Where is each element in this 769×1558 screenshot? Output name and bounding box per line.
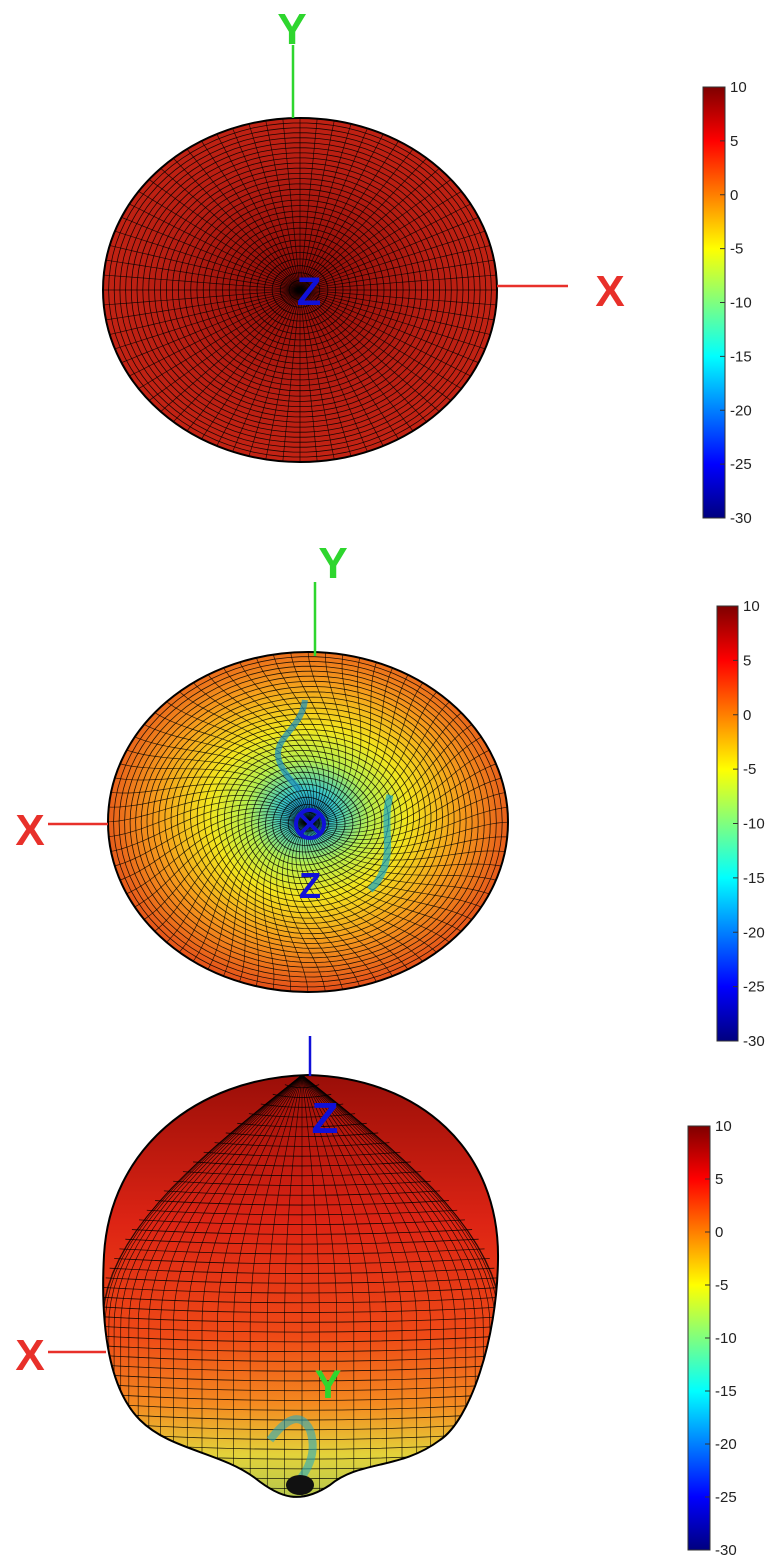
colorbar-tick-label: 10	[743, 598, 760, 615]
bottom-sphere	[107, 651, 509, 993]
colorbar-tick-label: 5	[730, 133, 738, 150]
bottom-mesh	[108, 652, 508, 992]
z-axis-label: Z	[312, 1094, 339, 1143]
colorbar-tick-label: -15	[730, 348, 752, 365]
z-axis-into-page-marker	[294, 808, 326, 840]
colorbar-tick-label: -20	[715, 1436, 737, 1453]
colorbar-tick-label: -5	[730, 241, 743, 258]
colorbar-tick-label: -5	[743, 761, 756, 778]
colorbar-tick-label: 0	[730, 187, 738, 204]
colorbar: 10 5 0 -5 -10 -15 -20 -25 -30	[702, 79, 752, 527]
colorbar-tick-label: -30	[730, 510, 752, 527]
colorbar-tick-label: -30	[743, 1033, 765, 1050]
x-axis-label: X	[15, 1331, 44, 1380]
colorbar-tick-label: 10	[715, 1118, 732, 1135]
colorbar-tick-label: -15	[743, 870, 765, 887]
colorbar-tick-label: 10	[730, 79, 747, 96]
panel-side-view: Z X Y 10 5 0 -5 -10 -15 -20 -25 -30	[15, 1036, 737, 1558]
colorbar-tick-label: -15	[715, 1383, 737, 1400]
y-axis-label: Y	[277, 5, 306, 54]
colorbar-tick-label: 0	[715, 1224, 723, 1241]
colorbar-tick-label: -5	[715, 1277, 728, 1294]
colorbar-tick-label: 0	[743, 707, 751, 724]
colorbar-tick-label: -20	[743, 924, 765, 941]
colorbar-tick-label: 5	[715, 1171, 723, 1188]
top-mesh	[103, 118, 497, 462]
colorbar-tick-label: -10	[730, 295, 752, 312]
colorbar-tick-label: -25	[743, 979, 765, 996]
z-axis-label: Z	[297, 270, 321, 314]
side-shape	[102, 1073, 500, 1498]
colorbar: 10 5 0 -5 -10 -15 -20 -25 -30	[716, 598, 765, 1050]
y-axis-label: Y	[315, 1363, 342, 1407]
x-axis-label: X	[15, 806, 44, 855]
colorbar-tick-label: -10	[743, 816, 765, 833]
z-axis-label: Z	[299, 865, 321, 906]
colorbar: 10 5 0 -5 -10 -15 -20 -25 -30	[687, 1118, 737, 1558]
colorbar-tick-label: -10	[715, 1330, 737, 1347]
x-axis-label: X	[595, 267, 624, 316]
colorbar-tick-label: -20	[730, 402, 752, 419]
panel-top-view: Y X Z 10 5 0 -5 -10 -15 -20 -25 -30	[102, 5, 752, 527]
colorbar-tick-label: -25	[730, 456, 752, 473]
colorbar-tick-label: 5	[743, 652, 751, 669]
panel-bottom-view: Y X Z 10 5 0 -5 -10 -15 -20 -25 -30	[15, 539, 764, 1050]
top-sphere	[102, 117, 498, 463]
y-axis-label: Y	[318, 539, 347, 588]
colorbar-tick-label: -30	[715, 1542, 737, 1558]
colorbar-tick-label: -25	[715, 1489, 737, 1506]
